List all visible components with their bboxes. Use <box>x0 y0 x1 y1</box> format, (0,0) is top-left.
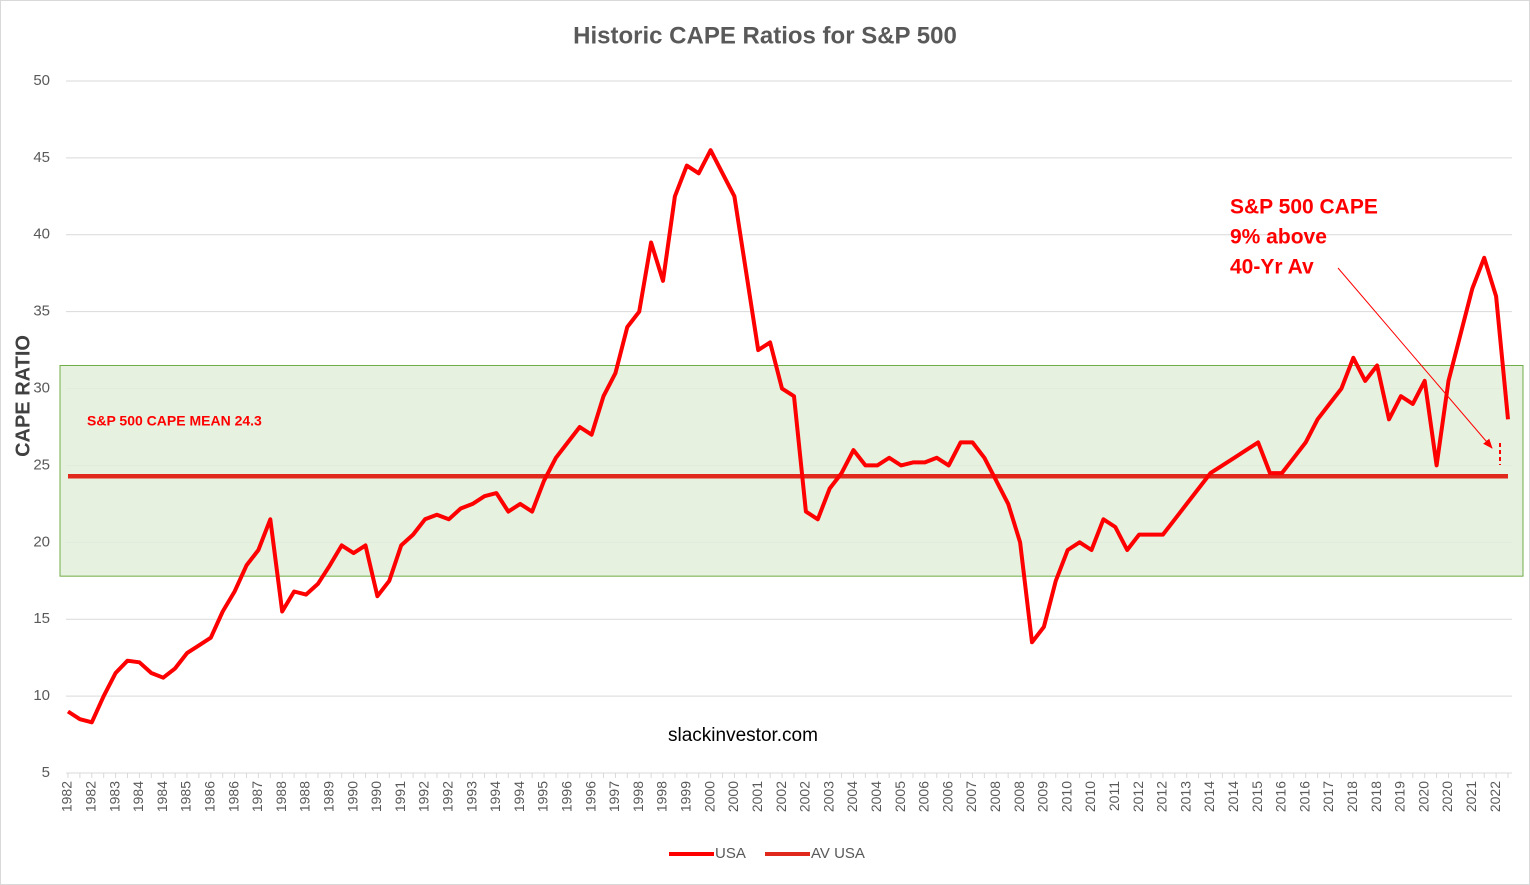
x-tick-label: 2013 <box>1177 781 1193 812</box>
y-tick-label: 25 <box>33 456 50 473</box>
series-line <box>66 148 1510 725</box>
x-tick-label: 1993 <box>463 781 479 812</box>
y-tick-label: 40 <box>33 226 50 243</box>
annotation: 40-Yr Av <box>1230 256 1314 279</box>
x-tick-label: 2002 <box>797 781 813 812</box>
x-tick-label: 1986 <box>225 781 241 812</box>
annotation: 9% above <box>1230 226 1327 249</box>
y-tick-label: 5 <box>42 764 50 781</box>
band <box>59 364 1524 577</box>
x-tick-label: 2001 <box>749 781 765 812</box>
x-tick-label: 1987 <box>249 781 265 812</box>
x-tick-label: 1994 <box>511 781 527 812</box>
x-tick-label: 2006 <box>916 781 932 812</box>
x-tick-label: 2016 <box>1296 781 1312 812</box>
x-tick-label: 2005 <box>892 781 908 812</box>
x-tick-label: 2011 <box>1106 781 1122 811</box>
x-tick-label: 1985 <box>178 781 194 812</box>
x-tick-label: 2022 <box>1487 781 1503 812</box>
x-tick-label: 2018 <box>1344 781 1360 812</box>
x-tick-label: 1997 <box>606 781 622 812</box>
x-tick-label: 2004 <box>868 781 884 812</box>
lines-layer <box>66 148 1510 725</box>
x-axis: 1982 1982 1983 1984 1984 1985 1986 1986 1987 1988… <box>59 772 1512 812</box>
band-layer <box>59 364 1524 577</box>
x-tick-label: 1988 <box>273 781 289 812</box>
x-tick-label: 1998 <box>654 781 670 812</box>
y-tick-label: 10 <box>33 687 50 704</box>
x-tick-label: 1984 <box>154 781 170 812</box>
x-tick-label: 2012 <box>1130 781 1146 812</box>
x-tick-label: 2004 <box>844 781 860 812</box>
x-tick-label: 1992 <box>440 781 456 812</box>
x-tick-label: 1984 <box>130 781 146 812</box>
x-tick-label: 1990 <box>368 781 384 812</box>
y-tick-label: 50 <box>33 72 50 89</box>
x-tick-label: 2000 <box>725 781 741 812</box>
x-tick-label: 2002 <box>773 781 789 812</box>
x-tick-label: 2016 <box>1273 781 1289 812</box>
x-tick-label: 1998 <box>630 781 646 812</box>
annotation: S&P 500 CAPE <box>1230 196 1378 219</box>
x-tick-label: 2020 <box>1415 781 1431 812</box>
x-tick-label: 2021 <box>1463 781 1479 812</box>
x-tick-label: 2019 <box>1392 781 1408 812</box>
x-tick-label: 2017 <box>1320 781 1336 812</box>
x-tick-label: 1996 <box>582 781 598 812</box>
y-tick-label: 30 <box>33 380 50 397</box>
x-tick-label: 1994 <box>487 781 503 812</box>
x-tick-label: 1991 <box>392 781 408 812</box>
x-tick-label: 1995 <box>535 781 551 812</box>
x-tick-label: 2012 <box>1154 781 1170 812</box>
x-tick-label: 1982 <box>83 781 99 812</box>
arrow <box>1337 267 1493 449</box>
legend: USA AV USA <box>669 845 865 862</box>
x-tick-label: 2007 <box>963 781 979 812</box>
chart-title: Historic CAPE Ratios for S&P 500 <box>573 22 957 49</box>
x-tick-label: 2000 <box>701 781 717 812</box>
x-tick-label: 2015 <box>1249 781 1265 812</box>
x-tick-label: 1986 <box>202 781 218 812</box>
x-tick-label: 1990 <box>344 781 360 812</box>
x-tick-label: 1999 <box>678 781 694 812</box>
x-tick-label: 1996 <box>559 781 575 812</box>
x-tick-label: 2010 <box>1058 781 1074 812</box>
x-tick-label: 2006 <box>939 781 955 812</box>
x-tick-label: 1988 <box>297 781 313 812</box>
x-tick-label: 1983 <box>106 781 122 812</box>
x-tick-label: 2008 <box>987 781 1003 812</box>
x-tick-label: 2014 <box>1225 781 1241 812</box>
y-tick-label: 45 <box>33 149 50 166</box>
y-axis-label: CAPE RATIO <box>12 335 34 457</box>
x-tick-label: 2010 <box>1082 781 1098 812</box>
y-tick-label: 35 <box>33 303 50 320</box>
x-tick-label: 2003 <box>820 781 836 812</box>
legend-label: AV USA <box>811 845 865 862</box>
x-tick-label: 2014 <box>1201 781 1217 812</box>
watermark: slackinvestor.com <box>668 725 818 746</box>
y-tick-label: 20 <box>33 533 50 550</box>
x-tick-label: 2018 <box>1368 781 1384 812</box>
x-tick-label: 1982 <box>59 781 75 812</box>
y-tick-label: 15 <box>33 610 50 627</box>
x-tick-label: 2008 <box>1011 781 1027 812</box>
mean-annotation: S&P 500 CAPE MEAN 24.3 <box>87 413 262 429</box>
legend-label: USA <box>715 845 746 862</box>
x-tick-label: 1989 <box>321 781 337 812</box>
x-tick-label: 2009 <box>1035 781 1051 812</box>
x-tick-label: 1992 <box>416 781 432 812</box>
x-tick-label: 2020 <box>1439 781 1455 812</box>
